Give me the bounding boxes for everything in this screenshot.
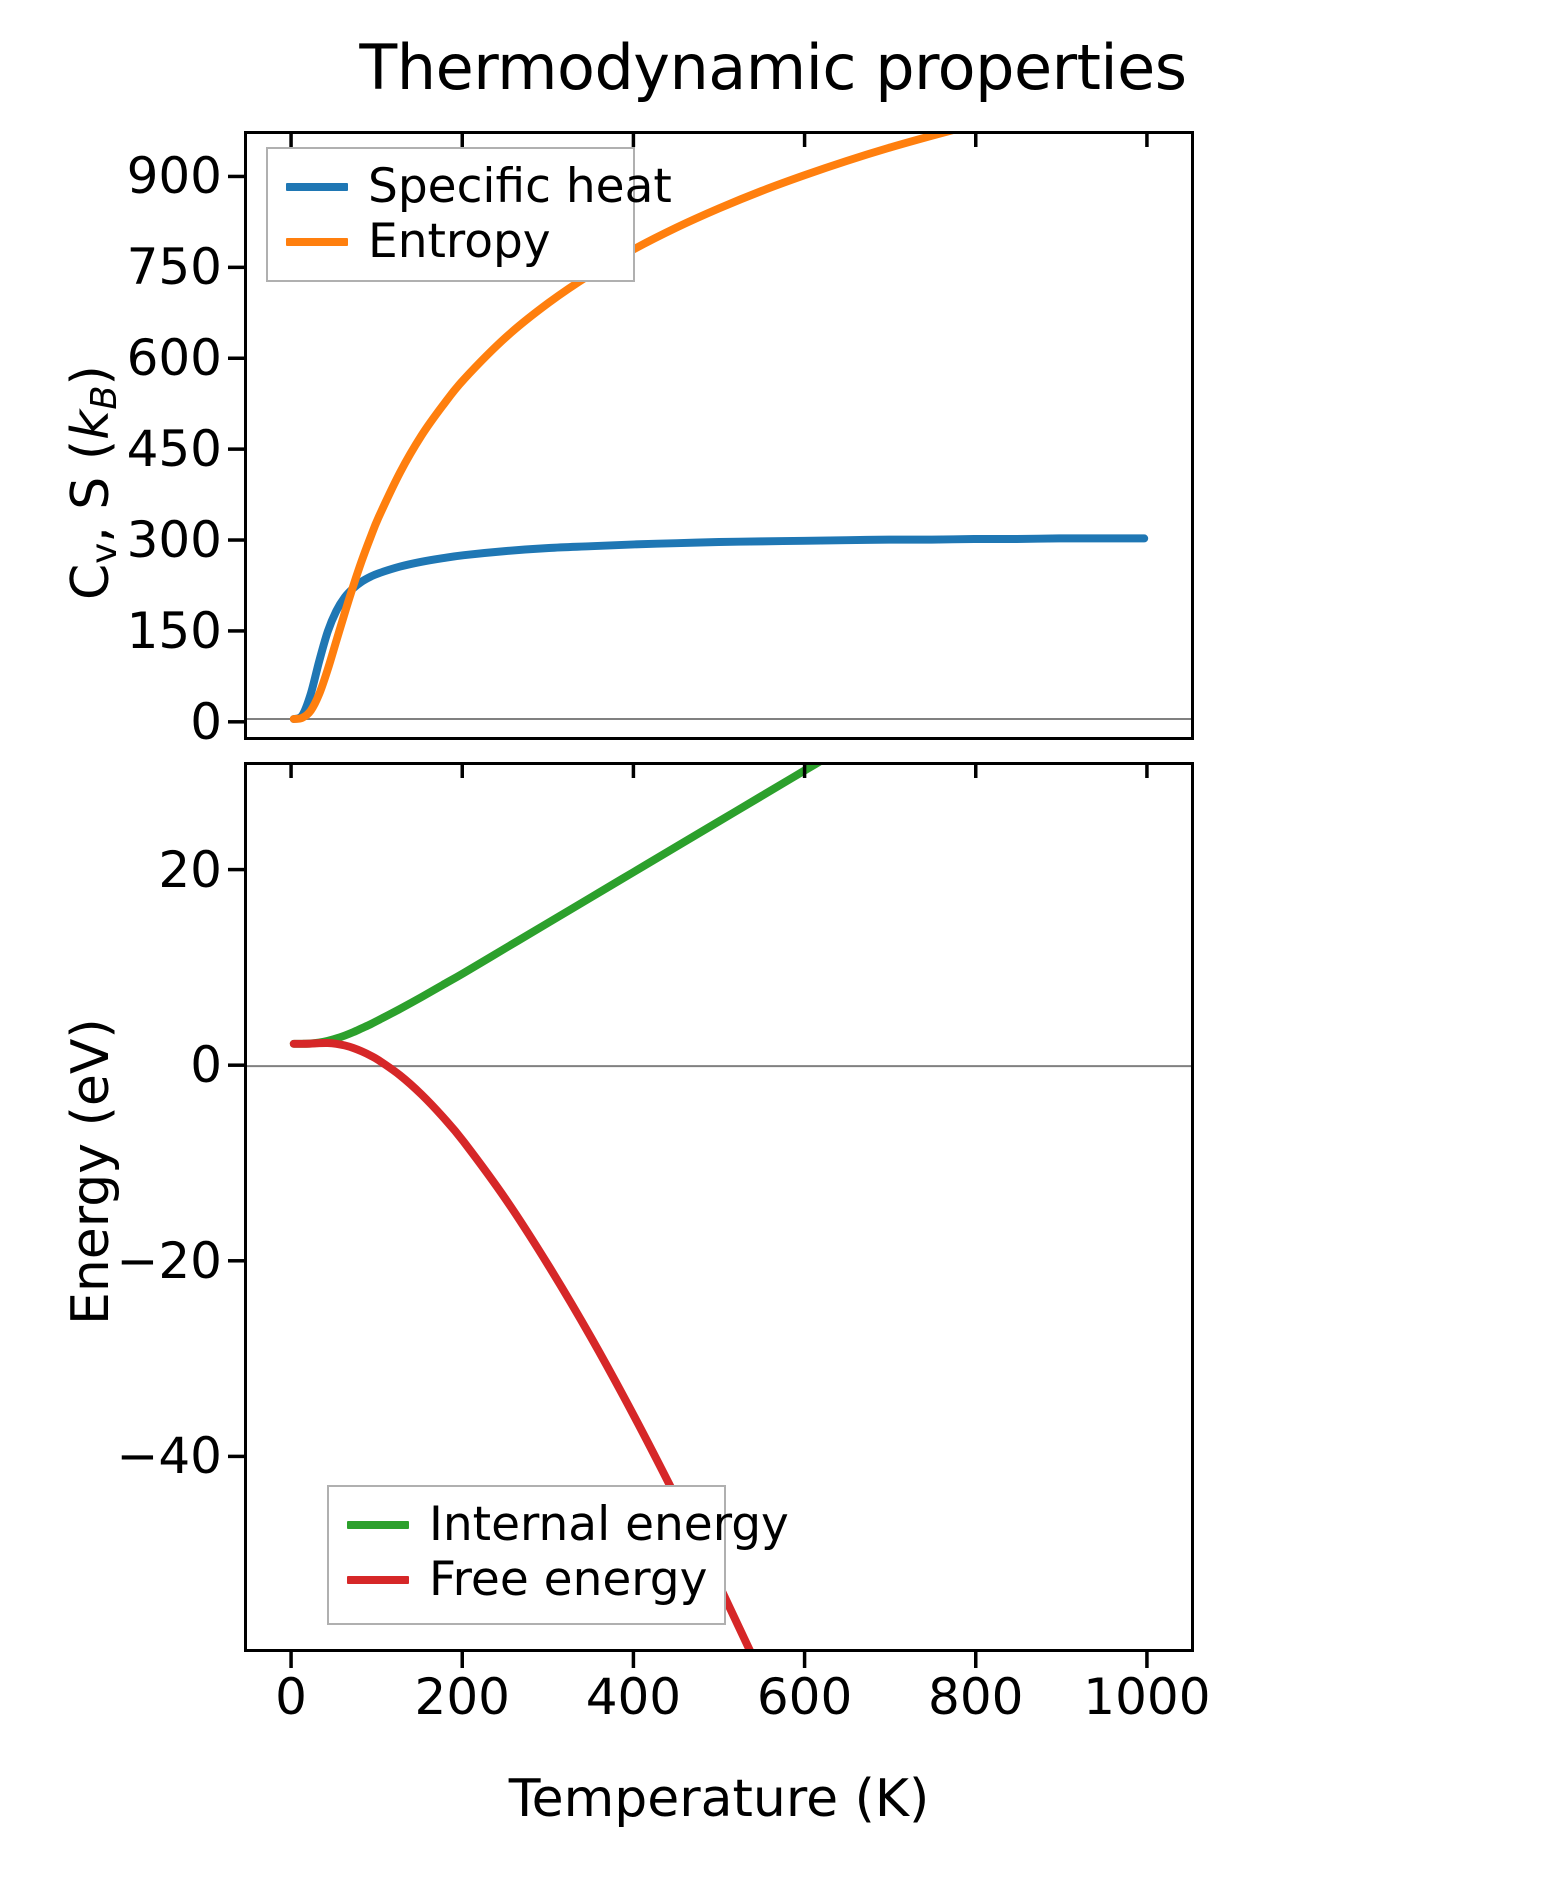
legend-swatch-specific-heat (286, 182, 348, 191)
ytick-label: 150 (126, 601, 222, 660)
plot-area-bottom (247, 765, 1191, 1649)
legend-item-entropy[interactable]: Entropy (286, 214, 615, 269)
ytick-label: 0 (190, 1036, 222, 1095)
legend-label-internal-energy: Internal energy (429, 1496, 789, 1552)
legend-item-specific-heat[interactable]: Specific heat (286, 159, 672, 214)
x-axis-label: Temperature (K) (508, 1769, 930, 1829)
xtick-label: 800 (928, 1668, 1024, 1726)
legend-bottom-panel[interactable]: Internal energy Free energy (327, 1485, 789, 1625)
legend-label-specific-heat: Specific heat (368, 158, 672, 214)
xtick-label: 600 (756, 1668, 853, 1726)
legend-top-panel[interactable]: Specific heat Entropy (266, 147, 672, 282)
xtick-label: 200 (414, 1668, 510, 1726)
y-axis-label-bottom: Energy (eV) (61, 1018, 121, 1325)
curve-specific-heat (289, 534, 1149, 723)
curve-free-energy (289, 1039, 754, 1649)
ylabel-top-sub-b: B (83, 385, 125, 410)
ylabel-top-ital-k: k (61, 409, 121, 440)
ylabel-top-sub-v: v (83, 542, 125, 564)
legend-label-entropy: Entropy (368, 213, 551, 269)
y-axis-label-top: Cv, S (kB) (61, 365, 134, 600)
ytick-labels-top: 0 150 300 450 600 750 900 (12, 131, 222, 746)
xtick-label: 400 (585, 1668, 682, 1726)
ytick-label: 450 (126, 420, 222, 479)
legend-swatch-free-energy (347, 1575, 409, 1584)
curve-entropy (289, 134, 954, 723)
xtick-label: 0 (275, 1668, 307, 1726)
legend-item-free-energy[interactable]: Free energy (347, 1551, 708, 1607)
legend-item-internal-energy[interactable]: Internal energy (347, 1497, 789, 1552)
ytick-label: 300 (126, 511, 222, 570)
ylabel-top-mid: , S ( (61, 439, 121, 543)
ytick-labels-bottom: −40 −20 0 20 (12, 762, 222, 1652)
legend-label-free-energy: Free energy (429, 1551, 708, 1607)
ytick-label: −20 (116, 1231, 222, 1290)
plot-area-top (247, 134, 1191, 723)
legend-swatch-entropy (286, 237, 348, 246)
xtick-label: 1000 (1083, 1668, 1211, 1726)
figure-title: Thermodynamic properties (359, 31, 1187, 104)
ytick-label: 750 (126, 238, 222, 297)
ylabel-top-pre: C (61, 563, 121, 600)
curve-internal-energy (289, 765, 822, 1048)
ytick-label: 20 (158, 840, 222, 899)
ytick-label: 600 (126, 329, 222, 388)
ytick-label: 900 (126, 147, 222, 206)
ytick-label: 0 (190, 692, 222, 751)
legend-swatch-internal-energy (347, 1520, 409, 1529)
ytick-label: −40 (116, 1427, 222, 1486)
ylabel-top-post: ) (61, 365, 121, 386)
xtick-labels: 0 200 400 600 800 1000 (244, 1668, 1210, 1732)
